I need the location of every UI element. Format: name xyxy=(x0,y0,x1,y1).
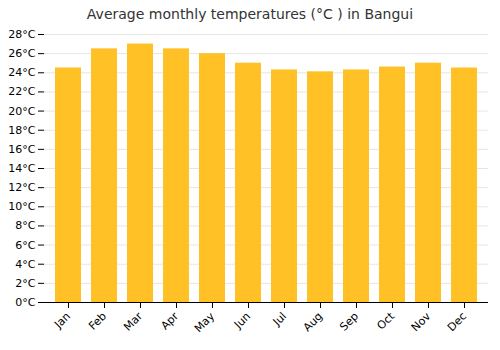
svg-text:26°C: 26°C xyxy=(8,47,35,60)
svg-text:16°C: 16°C xyxy=(8,143,35,156)
svg-text:Feb: Feb xyxy=(86,310,109,333)
svg-text:0°C: 0°C xyxy=(15,296,35,309)
svg-text:12°C: 12°C xyxy=(8,181,35,194)
svg-text:Sep: Sep xyxy=(337,310,361,334)
svg-text:Jun: Jun xyxy=(231,310,253,332)
svg-text:Dec: Dec xyxy=(445,310,469,334)
svg-text:Apr: Apr xyxy=(158,309,181,332)
svg-text:18°C: 18°C xyxy=(8,124,35,137)
svg-text:Mar: Mar xyxy=(121,309,145,333)
svg-text:6°C: 6°C xyxy=(15,239,35,252)
svg-text:Oct: Oct xyxy=(374,309,397,332)
svg-text:2°C: 2°C xyxy=(15,277,35,290)
svg-text:22°C: 22°C xyxy=(8,85,35,98)
svg-text:8°C: 8°C xyxy=(15,219,35,232)
svg-text:4°C: 4°C xyxy=(15,258,35,271)
svg-text:May: May xyxy=(192,309,218,335)
svg-text:28°C: 28°C xyxy=(8,28,35,41)
svg-text:Aug: Aug xyxy=(301,310,325,334)
svg-text:Nov: Nov xyxy=(409,309,434,334)
html-text:Average monthly temperatures (: Average monthly temperatures (°C ) in Ba… xyxy=(86,6,414,22)
svg-text:24°C: 24°C xyxy=(8,66,35,79)
svg-text:10°C: 10°C xyxy=(8,200,35,213)
svg-text:20°C: 20°C xyxy=(8,105,35,118)
svg-text:Jul: Jul xyxy=(270,310,289,329)
svg-text:Jan: Jan xyxy=(51,310,73,332)
svg-text:14°C: 14°C xyxy=(8,162,35,175)
